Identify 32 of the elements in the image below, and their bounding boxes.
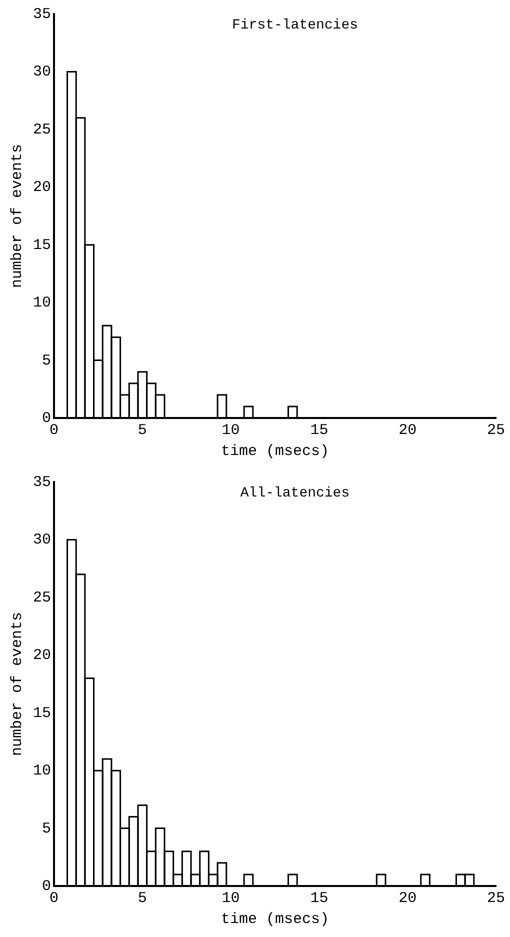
chart-title: All-latencies	[240, 486, 350, 502]
y-tick-label: 20	[32, 179, 52, 196]
y-tick-label: 30	[32, 532, 52, 549]
x-tick-label: 5	[138, 890, 147, 907]
y-tick-label: 30	[32, 64, 52, 81]
x-axis-title: time (msecs)	[220, 442, 330, 460]
x-tick-label: 20	[398, 422, 417, 439]
x-tick-label: 15	[310, 422, 328, 439]
y-tick-label: 5	[42, 352, 52, 370]
y-tick-label: 10	[32, 294, 52, 312]
y-tick-label: 5	[42, 820, 52, 838]
x-tick-label: 25	[486, 422, 506, 439]
y-tick-label: 35	[32, 6, 52, 23]
y-tick-label: 25	[32, 589, 52, 606]
y-tick-label: 0	[42, 878, 52, 895]
x-tick-label: 10	[222, 422, 240, 439]
y-tick-label: 15	[32, 236, 52, 254]
y-tick-label: 15	[32, 704, 52, 722]
y-axis-title: number of events	[8, 144, 26, 288]
x-tick-label: 5	[138, 422, 147, 439]
y-tick-label: 0	[42, 410, 52, 427]
y-axis-title: number of events	[8, 612, 26, 756]
y-tick-label: 10	[32, 762, 52, 780]
y-tick-label: 20	[32, 647, 52, 664]
chart-title: First-latencies	[232, 18, 358, 34]
x-tick-label: 25	[486, 890, 506, 907]
x-tick-label: 15	[310, 890, 328, 907]
x-tick-label: 20	[398, 890, 417, 907]
x-axis-title: time (msecs)	[220, 910, 330, 928]
y-tick-label: 35	[32, 474, 52, 491]
x-tick-label: 10	[222, 890, 240, 907]
y-tick-label: 25	[32, 121, 52, 138]
